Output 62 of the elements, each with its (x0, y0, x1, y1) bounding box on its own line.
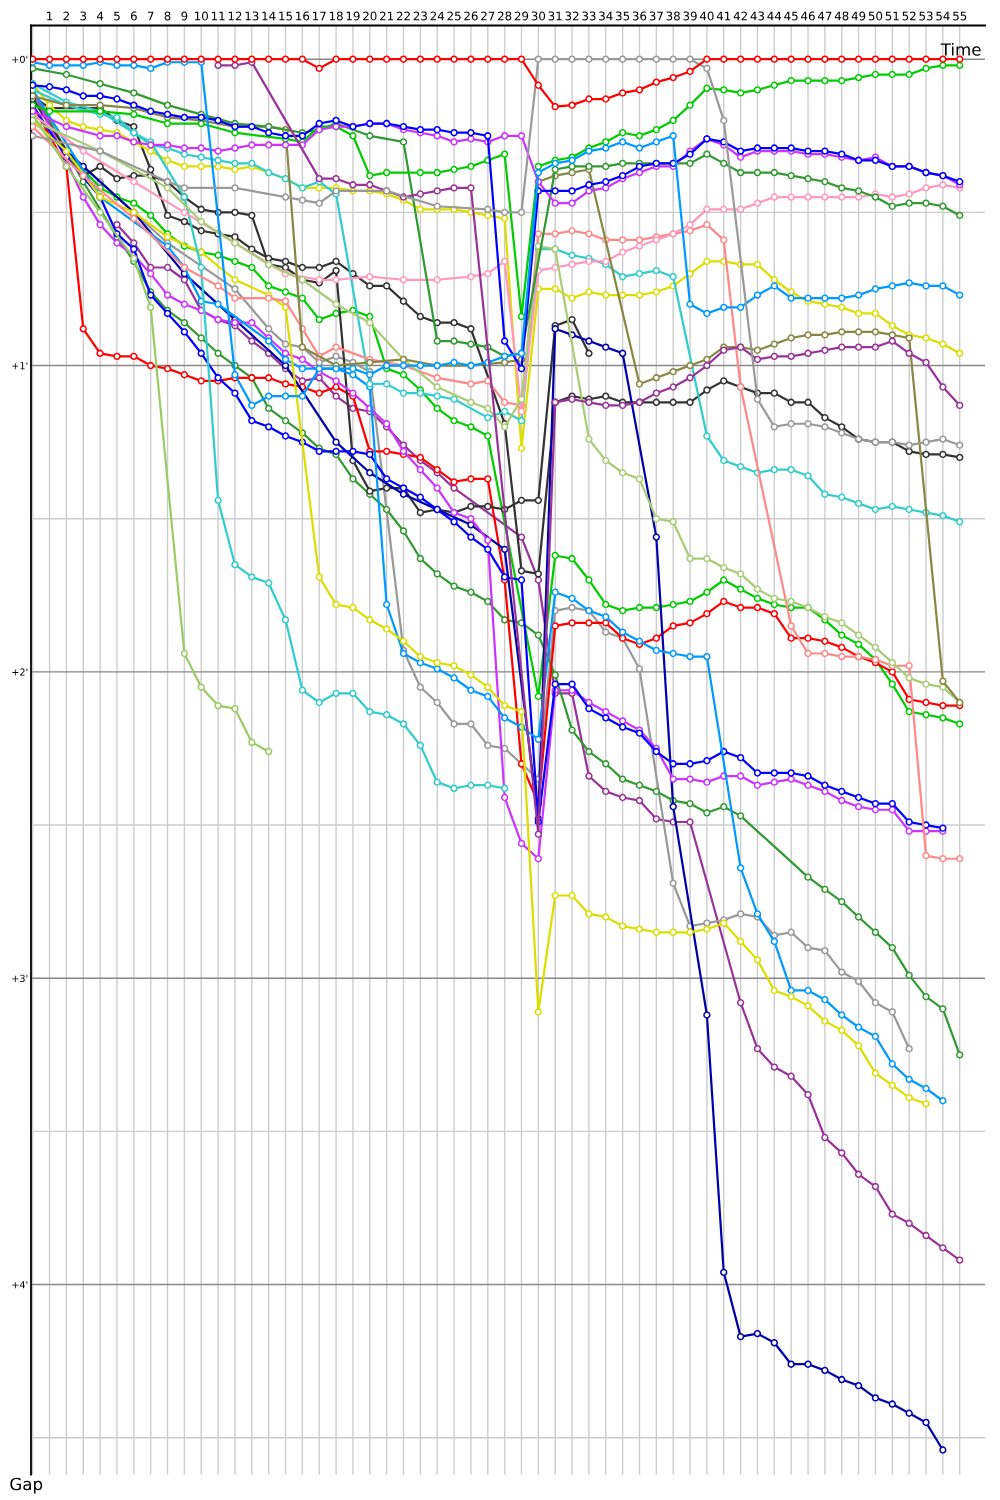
x-tick-label: 17 (313, 11, 326, 21)
x-tick-label: 47 (817, 11, 832, 21)
x-tick-label: 7 (147, 11, 154, 21)
x-tick-label: 25 (447, 11, 461, 21)
x-tick-label: 45 (784, 11, 798, 21)
x-tick-label: 13 (245, 11, 259, 21)
x-tick-label: 8 (164, 11, 171, 21)
x-tick-label: 53 (919, 11, 933, 21)
x-tick-label: 22 (396, 11, 410, 21)
x-tick-label: 18 (329, 11, 343, 21)
x-tick-label: 48 (834, 11, 849, 21)
x-tick-label: 35 (616, 11, 630, 21)
x-tick-label: 44 (767, 11, 782, 21)
x-tick-label: 50 (868, 11, 883, 21)
x-tick-label: 36 (632, 11, 647, 21)
x-tick-label: 6 (130, 11, 137, 21)
x-axis-title: Time (940, 42, 981, 56)
x-tick-label: 26 (464, 11, 478, 21)
x-tick-label: 3 (80, 11, 87, 21)
y-tick-label: +4' (12, 1281, 28, 1289)
x-tick-label: 31 (548, 11, 562, 21)
x-tick-label: 54 (936, 11, 950, 21)
x-tick-label: 30 (531, 11, 546, 21)
x-tick-label: 27 (481, 11, 495, 21)
x-tick-label: 15 (279, 11, 292, 21)
x-tick-label: 1 (47, 11, 53, 21)
x-tick-label: 29 (514, 11, 529, 21)
x-tick-label: 55 (953, 11, 967, 21)
x-tick-label: 43 (750, 11, 765, 21)
x-tick-label: 5 (114, 11, 120, 21)
x-tick-label: 4 (96, 11, 104, 21)
y-tick-label: +1' (12, 362, 28, 370)
y-tick-label: +0' (12, 55, 28, 64)
y-axis-title: Gap (10, 1477, 43, 1494)
x-tick-label: 20 (363, 11, 377, 21)
x-tick-label: 28 (497, 11, 512, 21)
x-tick-label: 9 (181, 11, 188, 21)
x-tick-label: 52 (902, 11, 916, 21)
x-tick-label: 38 (666, 11, 680, 21)
x-tick-label: 10 (195, 11, 208, 21)
x-tick-label: 24 (430, 11, 445, 21)
x-tick-label: 12 (228, 11, 242, 21)
x-tick-label: 19 (346, 11, 360, 21)
x-tick-label: 2 (63, 11, 69, 21)
x-tick-label: 40 (699, 11, 714, 21)
x-tick-label: 39 (683, 11, 697, 21)
x-tick-label: 33 (582, 11, 596, 21)
x-tick-label: 41 (716, 11, 731, 21)
x-tick-label: 16 (296, 11, 310, 21)
x-tick-label: 42 (733, 11, 747, 21)
x-tick-label: 46 (801, 11, 815, 21)
x-tick-label: 34 (599, 11, 613, 21)
x-tick-label: 37 (649, 11, 663, 21)
y-tick-label: +2' (12, 668, 28, 676)
y-tick-label: +3' (12, 974, 28, 983)
x-tick-label: 21 (380, 11, 394, 21)
x-tick-label: 14 (262, 11, 276, 21)
x-tick-label: 51 (885, 11, 899, 21)
x-tick-label: 32 (565, 11, 579, 21)
x-tick-label: 49 (851, 11, 866, 21)
x-tick-label: 23 (413, 11, 427, 21)
x-tick-label: 11 (211, 11, 225, 21)
